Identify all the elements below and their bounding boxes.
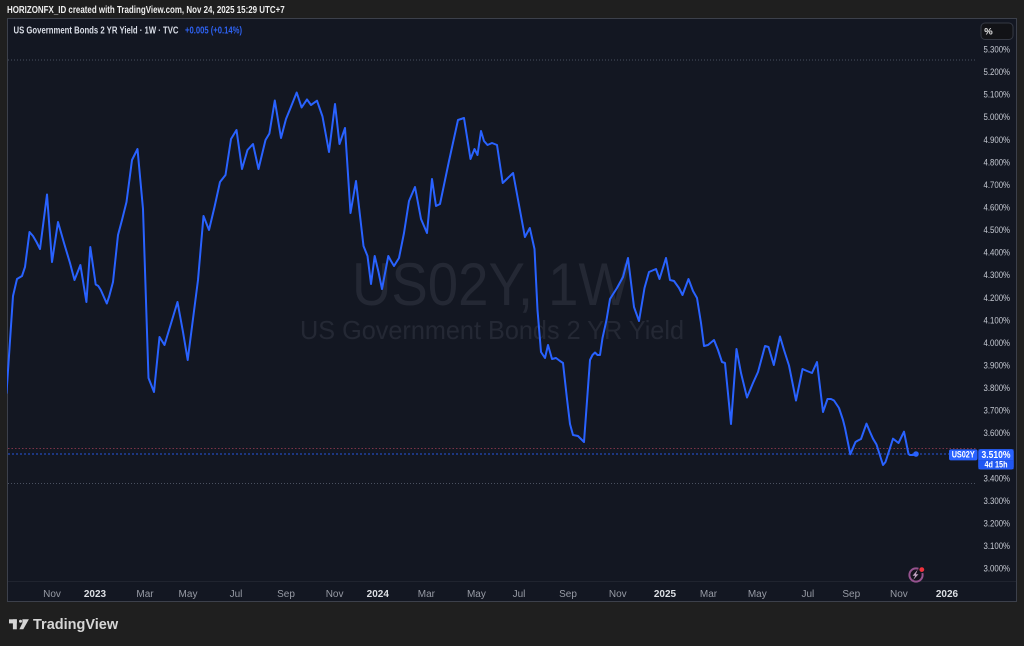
- svg-text:3.100%: 3.100%: [984, 541, 1011, 552]
- svg-text:US Government Bonds 2 YR Yield: US Government Bonds 2 YR Yield · 1W · TV…: [14, 26, 179, 37]
- svg-text:Nov: Nov: [890, 589, 908, 600]
- svg-text:5.300%: 5.300%: [984, 45, 1011, 56]
- svg-text:Nov: Nov: [326, 589, 344, 600]
- svg-text:2023: 2023: [84, 589, 107, 600]
- svg-text:4.500%: 4.500%: [984, 225, 1011, 236]
- svg-text:3.700%: 3.700%: [984, 406, 1011, 417]
- svg-text:Jul: Jul: [802, 589, 815, 600]
- svg-text:5.200%: 5.200%: [984, 67, 1011, 78]
- svg-text:US02Y: US02Y: [952, 450, 975, 460]
- svg-text:4.800%: 4.800%: [984, 157, 1011, 168]
- svg-text:4.700%: 4.700%: [984, 180, 1011, 191]
- svg-text:Mar: Mar: [700, 589, 718, 600]
- svg-text:4.400%: 4.400%: [984, 248, 1011, 259]
- svg-text:4.600%: 4.600%: [984, 203, 1011, 214]
- svg-text:Mar: Mar: [136, 589, 154, 600]
- svg-text:May: May: [748, 589, 767, 600]
- svg-text:Sep: Sep: [559, 589, 577, 600]
- svg-text:4.300%: 4.300%: [984, 270, 1011, 281]
- svg-text:3.600%: 3.600%: [984, 428, 1011, 439]
- svg-text:5.000%: 5.000%: [984, 112, 1011, 123]
- svg-text:3.400%: 3.400%: [984, 473, 1011, 484]
- svg-text:Nov: Nov: [609, 589, 627, 600]
- svg-text:3.200%: 3.200%: [984, 519, 1011, 530]
- svg-text:Sep: Sep: [277, 589, 295, 600]
- svg-text:3.800%: 3.800%: [984, 383, 1011, 394]
- svg-text:3.510%: 3.510%: [982, 450, 1011, 461]
- svg-text:+0.005 (+0.14%): +0.005 (+0.14%): [185, 26, 242, 37]
- svg-text:4.900%: 4.900%: [984, 135, 1011, 146]
- svg-text:3.300%: 3.300%: [984, 496, 1011, 507]
- svg-text:4.000%: 4.000%: [984, 338, 1011, 349]
- svg-text:%: %: [984, 27, 993, 38]
- svg-text:3.900%: 3.900%: [984, 361, 1011, 372]
- svg-text:Nov: Nov: [43, 589, 61, 600]
- svg-text:2026: 2026: [936, 589, 959, 600]
- svg-text:US02Y, 1W: US02Y, 1W: [352, 251, 630, 318]
- svg-text:2025: 2025: [654, 589, 677, 600]
- svg-text:May: May: [467, 589, 486, 600]
- svg-text:4d 15h: 4d 15h: [985, 459, 1008, 469]
- svg-text:4.100%: 4.100%: [984, 315, 1011, 326]
- svg-text:3.000%: 3.000%: [984, 564, 1011, 575]
- svg-text:US Government Bonds 2 YR Yield: US Government Bonds 2 YR Yield: [300, 315, 684, 345]
- svg-text:Jul: Jul: [230, 589, 243, 600]
- svg-text:Mar: Mar: [418, 589, 436, 600]
- svg-text:May: May: [179, 589, 198, 600]
- svg-text:Jul: Jul: [513, 589, 526, 600]
- svg-text:Sep: Sep: [842, 589, 860, 600]
- svg-text:5.100%: 5.100%: [984, 90, 1011, 101]
- svg-text:2024: 2024: [367, 589, 390, 600]
- svg-text:4.200%: 4.200%: [984, 293, 1011, 304]
